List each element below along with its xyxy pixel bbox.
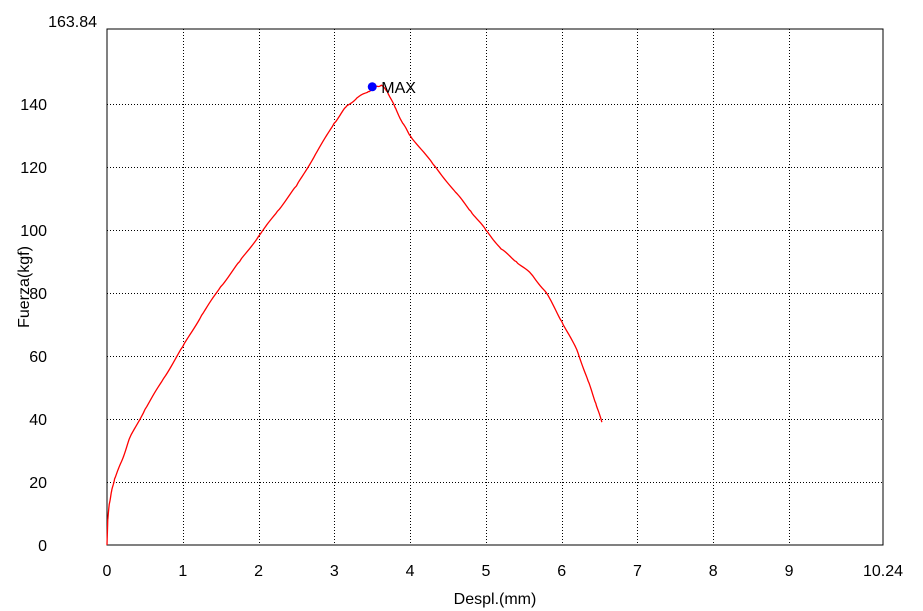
x-tick-label: 4 xyxy=(406,563,415,580)
x-tick-label: 0 xyxy=(103,563,112,580)
plot-area xyxy=(106,28,884,546)
y-axis-title: Fuerza(kgf) xyxy=(16,246,33,328)
annotations: MAX xyxy=(367,80,416,97)
y-axis-max-label: 163.84 xyxy=(48,14,97,31)
y-tick-label: 40 xyxy=(29,412,47,429)
x-tick-label: 9 xyxy=(785,563,794,580)
x-axis-max-label: 10.24 xyxy=(863,563,903,580)
y-tick-label: 140 xyxy=(20,97,47,114)
x-axis-tick-labels: 0 1 2 3 4 5 6 7 8 9 xyxy=(103,563,794,580)
force-curve xyxy=(106,84,603,546)
max-point-marker xyxy=(367,82,377,92)
y-tick-label: 120 xyxy=(20,160,47,177)
y-tick-label: 60 xyxy=(29,349,47,366)
max-point-label: MAX xyxy=(381,80,416,97)
x-tick-label: 8 xyxy=(709,563,718,580)
y-tick-label: 20 xyxy=(29,475,47,492)
x-tick-label: 7 xyxy=(633,563,642,580)
x-tick-label: 6 xyxy=(557,563,566,580)
y-tick-label: 100 xyxy=(20,223,47,240)
x-axis-title: Despl.(mm) xyxy=(454,591,537,608)
x-tick-label: 5 xyxy=(481,563,490,580)
x-tick-label: 1 xyxy=(178,563,187,580)
y-tick-label: 80 xyxy=(29,286,47,303)
data-series xyxy=(106,84,603,546)
y-tick-label: 0 xyxy=(38,538,47,555)
y-axis-tick-labels: 0 20 40 60 80 100 120 140 xyxy=(20,97,47,555)
x-tick-label: 2 xyxy=(254,563,263,580)
x-tick-label: 3 xyxy=(330,563,339,580)
grid-lines xyxy=(107,29,883,545)
